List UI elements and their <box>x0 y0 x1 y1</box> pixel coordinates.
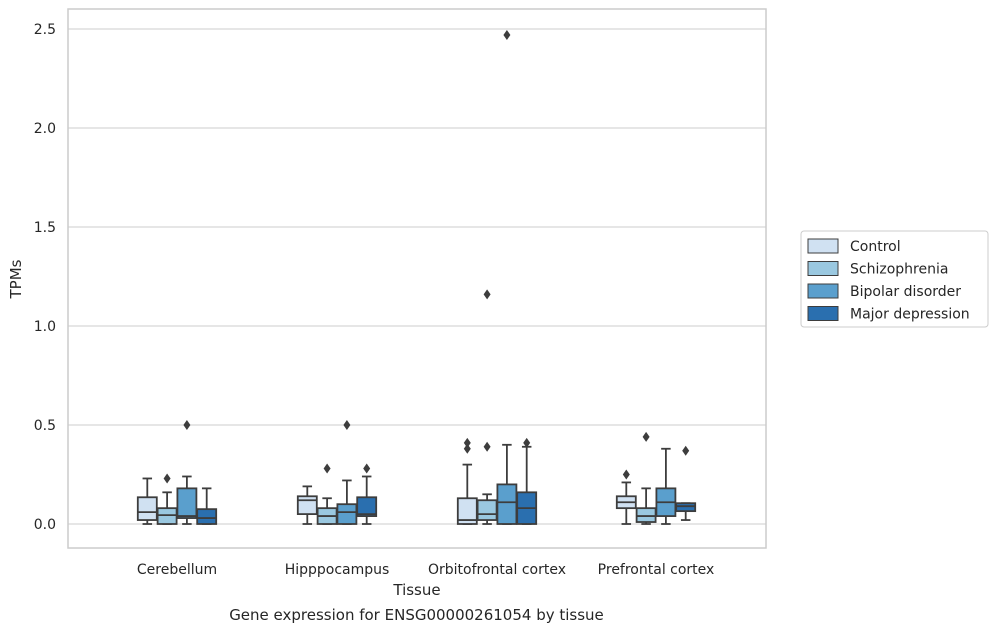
outlier-point <box>483 441 491 452</box>
legend-swatch <box>807 261 839 276</box>
box-bipolar-disorder-1 <box>336 420 358 525</box>
outlier-point <box>343 420 351 430</box>
legend-swatch <box>807 238 839 254</box>
plot-area <box>136 29 697 525</box>
box-iqr <box>476 499 498 521</box>
box-bipolar-disorder-0 <box>176 420 198 525</box>
box-iqr <box>196 508 218 525</box>
outlier-point <box>163 473 171 484</box>
outlier-point <box>682 445 690 456</box>
box-major-depression-1 <box>356 463 378 525</box>
box-control-2 <box>456 437 478 525</box>
box-iqr <box>675 502 697 513</box>
x-tick-label: Prefrontal cortex <box>598 562 715 578</box>
box-major-depression-3 <box>675 445 697 521</box>
legend: Control Schizophrenia Bipolar disorder Majo… <box>800 230 989 328</box>
y-tick-label: 1.0 <box>34 319 56 335</box>
figure-caption: Gene expression for ENSG00000261054 by t… <box>229 606 604 624</box>
box-iqr <box>356 496 378 517</box>
outlier-point <box>622 469 630 480</box>
axes: Tissue TPMs 0.0 0.5 1.0 1.5 2.0 2.5 Cerebellum… <box>7 8 767 599</box>
x-tick-label: Cerebellum <box>137 562 217 578</box>
box-iqr <box>156 507 178 525</box>
y-tick-label: 2.0 <box>34 121 56 137</box>
legend-label: Control <box>850 239 901 255</box>
y-tick-label: 0.5 <box>34 418 56 434</box>
box-bipolar-disorder-3 <box>655 447 677 525</box>
outlier-point <box>363 463 371 474</box>
outlier-point <box>503 29 511 40</box>
y-axis-label: TPMs <box>7 259 25 299</box>
outlier-point <box>463 443 471 454</box>
box-iqr <box>336 503 358 525</box>
box-iqr <box>296 495 318 515</box>
box-schizophrenia-0 <box>156 473 178 525</box>
legend-label: Major depression <box>850 307 970 323</box>
legend-box <box>800 230 989 328</box>
y-tick-label: 2.5 <box>34 22 56 38</box>
legend-label: Bipolar disorder <box>850 284 961 300</box>
legend-swatch <box>807 283 839 299</box>
outlier-point <box>483 289 491 300</box>
y-tick-label: 1.5 <box>34 220 56 236</box>
box-major-depression-2 <box>516 437 538 525</box>
box-schizophrenia-2 <box>476 289 498 525</box>
box-iqr <box>496 483 518 525</box>
x-tick-label: Hipppocampus <box>285 562 390 578</box>
box-schizophrenia-3 <box>635 431 657 525</box>
outlier-point <box>183 420 191 430</box>
legend-label: Schizophrenia <box>850 262 948 278</box>
box-major-depression-0 <box>196 487 218 525</box>
box-iqr <box>635 507 657 523</box>
box-iqr <box>136 496 158 521</box>
legend-swatch <box>807 306 839 321</box>
gridlines <box>68 28 766 525</box>
outlier-point <box>463 437 471 448</box>
outlier-point <box>323 463 331 474</box>
box-control-1 <box>296 485 318 525</box>
x-axis-label: Tissue <box>392 581 440 599</box>
x-tick-label: Orbitofrontal cortex <box>428 562 566 578</box>
box-schizophrenia-1 <box>316 463 338 525</box>
box-control-0 <box>136 477 158 525</box>
box-iqr <box>176 487 198 519</box>
outlier-point <box>642 431 650 442</box>
box-bipolar-disorder-2 <box>496 29 518 525</box>
plot-frame <box>67 8 767 549</box>
box-control-3 <box>615 469 637 525</box>
y-tick-label: 0.0 <box>34 517 56 533</box>
outlier-point <box>523 437 531 448</box>
